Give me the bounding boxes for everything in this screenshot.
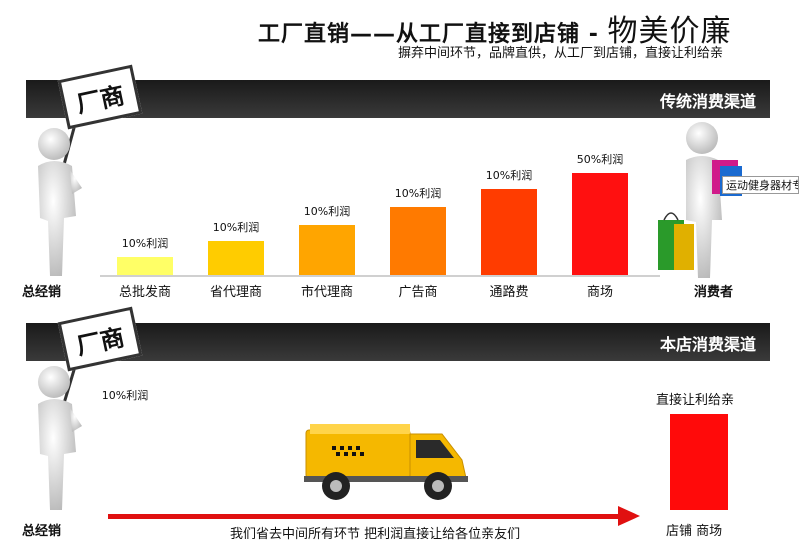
stage-bar <box>208 241 264 275</box>
stage-bar <box>117 257 173 275</box>
stage-name-label: 省代理商 <box>209 285 262 300</box>
store-bar <box>670 414 728 510</box>
stage-bar <box>572 173 628 275</box>
traditional-channel-band: 传统消费渠道 <box>26 80 770 118</box>
consumer-with-shopping-bags-icon <box>658 122 742 278</box>
consumer-label: 消费者 <box>694 285 734 300</box>
traditional-baseline <box>100 275 660 277</box>
consumer-figure <box>650 120 760 280</box>
page-subtitle: 摒弃中间环节，品牌直供，从工厂到店铺，直接让利给亲 <box>398 46 724 61</box>
manufacturer-figure: 厂商 <box>20 64 143 281</box>
direct-channel-arrow-head <box>618 506 640 526</box>
stage-profit-label: 10%利润 <box>394 187 442 200</box>
stage-profit-label: 10%利润 <box>121 237 169 250</box>
stage-profit-label: 50%利润 <box>576 153 624 166</box>
stage-profit-label: 10%利润 <box>485 169 533 182</box>
stage-bar <box>390 207 446 275</box>
direct-channel-arrow-line <box>108 514 620 519</box>
delivery-truck <box>302 412 472 504</box>
title-big: 物美价廉 <box>607 14 732 49</box>
stage-name-label: 商场 <box>586 285 613 300</box>
direct-discount-label: 直接让利给亲 <box>656 393 735 408</box>
page-title: 工厂直销——从工厂直接到店铺 - 物美价廉 <box>258 6 732 50</box>
stage-name-label: 通路费 <box>489 285 529 300</box>
stage-bar <box>481 189 537 275</box>
stage-name-label: 总批发商 <box>118 285 171 300</box>
our-profit-label: 10%利润 <box>101 389 149 402</box>
title-dash: - <box>588 22 599 47</box>
our-channel-label: 本店消费渠道 <box>659 335 756 354</box>
product-tooltip: 运动健身器材专 <box>722 176 799 194</box>
delivery-truck-icon <box>304 424 468 500</box>
stage-name-label: 市代理商 <box>300 285 353 300</box>
traditional-start-label: 总经销 <box>22 285 62 300</box>
our-start-label: 总经销 <box>22 524 62 539</box>
slogan: 我们省去中间所有环节 把利润直接让给各位亲友们 <box>230 527 521 542</box>
stage-name-label: 广告商 <box>398 285 438 300</box>
stage-bar <box>299 225 355 275</box>
traditional-channel-label: 传统消费渠道 <box>659 92 756 111</box>
stage-profit-label: 10%利润 <box>212 221 260 234</box>
store-mall-label: 店铺 商场 <box>666 524 723 539</box>
manufacturer-figure-2: 厂商 <box>20 306 143 515</box>
stage-profit-label: 10%利润 <box>303 205 351 218</box>
title-main: 工厂直销——从工厂直接到店铺 <box>258 22 581 47</box>
our-channel-band: 本店消费渠道 <box>26 323 770 361</box>
